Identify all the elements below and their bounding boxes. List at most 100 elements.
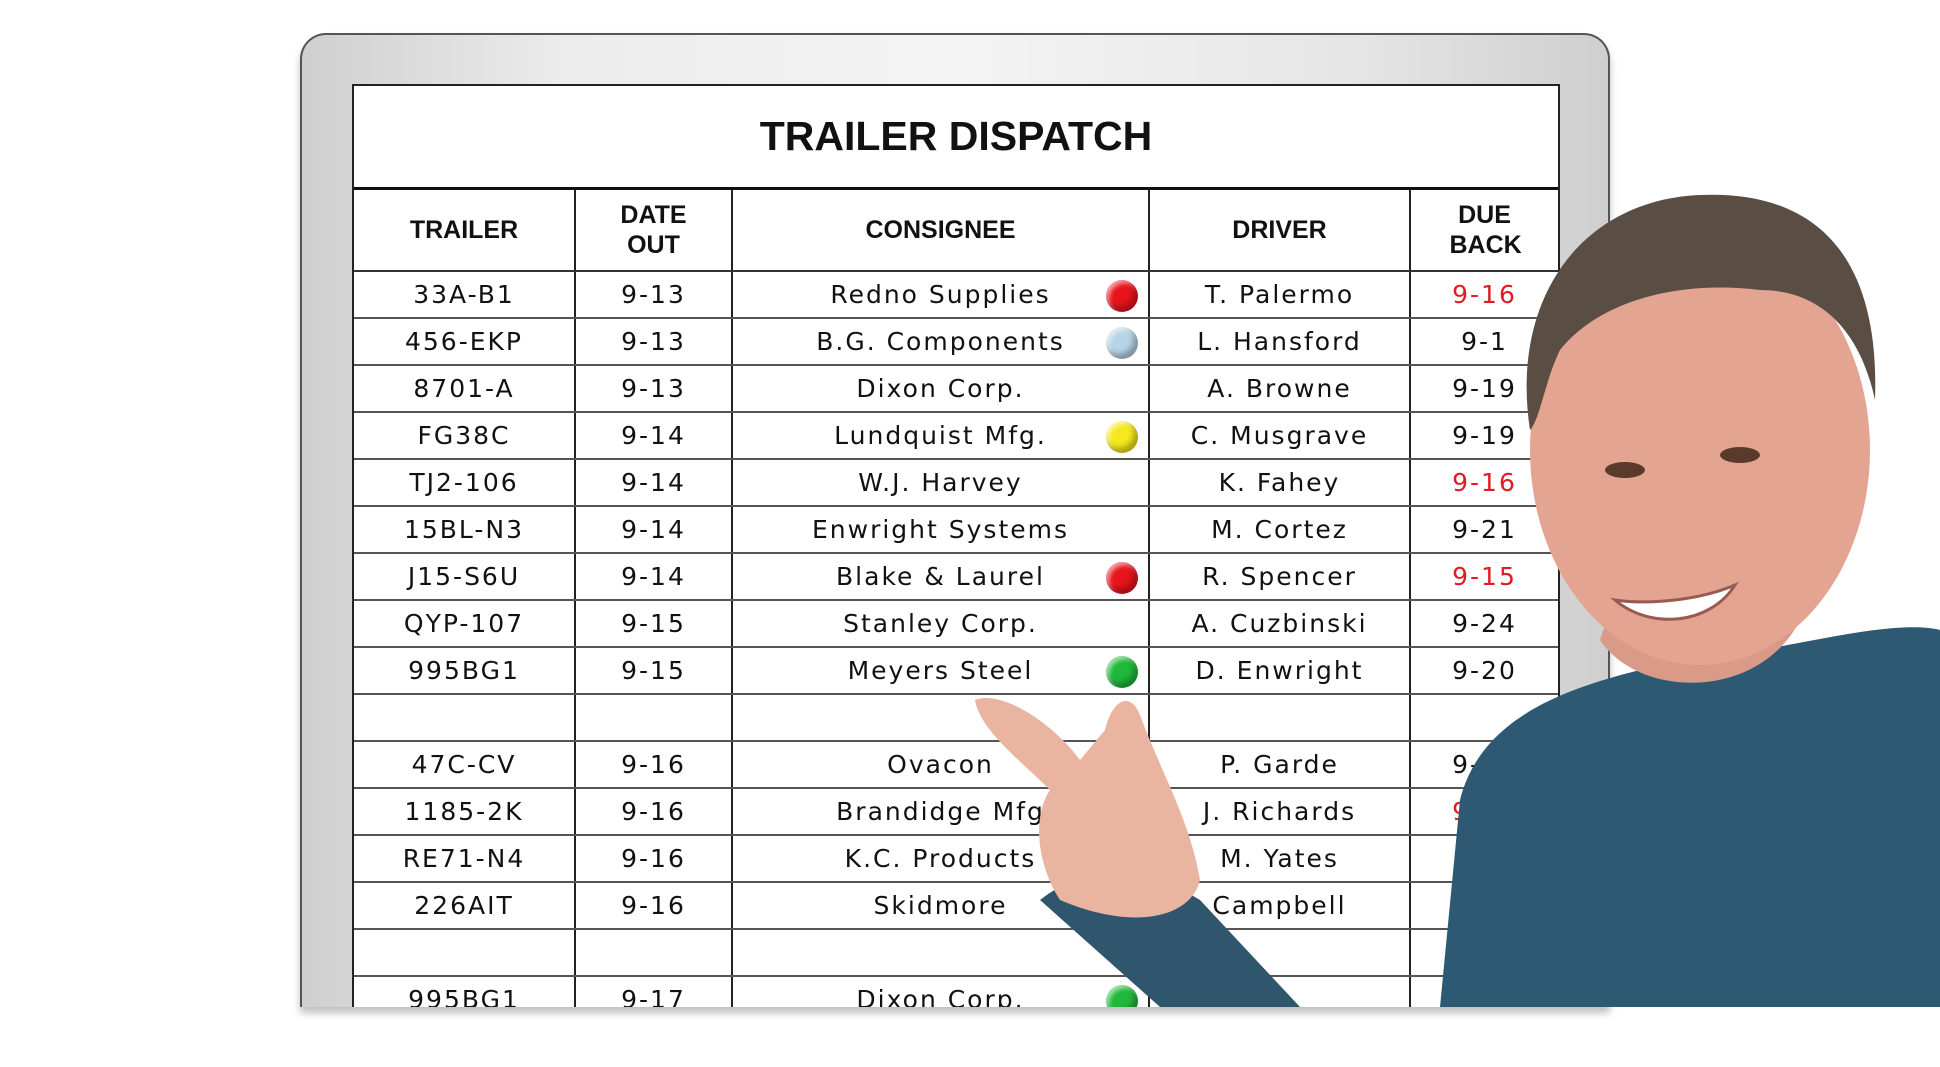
smile: [1610, 581, 1739, 621]
cell-due-back: 9-15: [1410, 553, 1558, 601]
cell-date-out: 9-14: [575, 553, 733, 601]
cell-due-back: 9-20: [1410, 647, 1558, 695]
date-out-text: 9-14: [621, 468, 686, 497]
date-out-text: 9-16: [621, 844, 686, 873]
driver-text: A. Cuzbinski: [1191, 609, 1368, 638]
col-date-out-label: DATE OUT: [620, 201, 687, 259]
status-magnet-icon[interactable]: [1106, 421, 1138, 453]
cell-trailer: J15-S6U: [354, 553, 576, 601]
cell-driver: A. Cuzbinski: [1149, 600, 1411, 648]
driver-text: M. Yates: [1220, 844, 1339, 873]
driver-text: M. Cortez: [1211, 515, 1348, 544]
cell-trailer: [354, 694, 576, 742]
consignee-text: Blake & Laurel: [836, 562, 1045, 591]
status-magnet-icon[interactable]: [1106, 280, 1138, 312]
cell-driver: J. Richards: [1149, 788, 1411, 836]
cell-date-out: 9-13: [575, 271, 733, 319]
cell-date-out: 9-16: [575, 882, 733, 930]
table-row: J15-S6U 9-14 Blake & Laurel R. Spencer 9-15: [354, 553, 1558, 601]
cell-date-out: 9-15: [575, 647, 733, 695]
cell-date-out: 9-13: [575, 318, 733, 366]
date-out-text: 9-13: [621, 374, 686, 403]
cell-consignee: [732, 694, 1150, 742]
cell-trailer: TJ2-106: [354, 459, 576, 507]
cell-consignee: Dixon Corp.: [732, 976, 1150, 1007]
date-out-text: 9-15: [621, 609, 686, 638]
cell-driver: K. Fahey: [1149, 459, 1411, 507]
status-magnet-icon[interactable]: [1106, 985, 1138, 1007]
cell-date-out: 9-14: [575, 506, 733, 554]
date-out-text: 9-13: [621, 280, 686, 309]
col-date-out: DATE OUT: [575, 190, 733, 272]
driver-text: L. Hansford: [1197, 327, 1362, 356]
col-driver: DRIVER: [1149, 190, 1411, 272]
status-magnet-icon[interactable]: [1106, 562, 1138, 594]
status-magnet-icon[interactable]: [1106, 327, 1138, 359]
table-row: 8701-A 9-13 Dixon Corp. A. Browne 9-19: [354, 365, 1558, 413]
cell-driver: [1149, 694, 1411, 742]
cell-trailer: 8701-A: [354, 365, 576, 413]
cell-date-out: 9-16: [575, 788, 733, 836]
due-back-text: 9-24: [1452, 609, 1517, 638]
trailer-text: 1185-2K: [404, 797, 524, 826]
trailer-text: 47C-CV: [411, 750, 517, 779]
date-out-text: 9-14: [621, 421, 686, 450]
table-row: 995BG1 9-15 Meyers Steel D. Enwright 9-20: [354, 647, 1558, 695]
cell-consignee: Dixon Corp.: [732, 365, 1150, 413]
status-magnet-icon[interactable]: [1106, 656, 1138, 688]
consignee-text: W.J. Harvey: [858, 468, 1023, 497]
eye-right: [1720, 447, 1760, 463]
driver-text: J. Richards: [1202, 797, 1357, 826]
cell-driver: T. Palermo: [1149, 271, 1411, 319]
cell-driver: R. Spencer: [1149, 553, 1411, 601]
cell-consignee: Meyers Steel: [732, 647, 1150, 695]
col-due-back: DUE BACK: [1410, 190, 1558, 272]
cell-trailer: QYP-107: [354, 600, 576, 648]
table-row: 33A-B1 9-13 Redno Supplies T. Palermo 9-16: [354, 271, 1558, 319]
cell-date-out: 9-15: [575, 600, 733, 648]
date-out-text: 9-17: [621, 985, 686, 1007]
trailer-text: 8701-A: [413, 374, 515, 403]
trailer-text: 995BG1: [408, 985, 520, 1007]
trailer-text: J15-S6U: [407, 562, 521, 591]
date-out-text: 9-15: [621, 656, 686, 685]
cell-trailer: 995BG1: [354, 976, 576, 1007]
trailer-text: RE71-N4: [402, 844, 526, 873]
driver-text: P. Garde: [1220, 750, 1339, 779]
trailer-text: 995BG1: [408, 656, 520, 685]
driver-text: R. Spencer: [1202, 562, 1357, 591]
cell-date-out: 9-16: [575, 835, 733, 883]
cell-date-out: 9-13: [575, 365, 733, 413]
cell-trailer: 226AIT: [354, 882, 576, 930]
cell-date-out: 9-16: [575, 741, 733, 789]
cell-date-out: 9-14: [575, 412, 733, 460]
trailer-text: FG38C: [417, 421, 511, 450]
cell-driver: A. Browne: [1149, 365, 1411, 413]
cell-trailer: FG38C: [354, 412, 576, 460]
board-title: TRAILER DISPATCH: [354, 86, 1558, 190]
consignee-text: Brandidge Mfg: [836, 797, 1045, 826]
date-out-text: 9-16: [621, 797, 686, 826]
due-back-text: 9-20: [1452, 656, 1517, 685]
cell-consignee: Redno Supplies: [732, 271, 1150, 319]
trailer-text: 456-EKP: [404, 327, 523, 356]
consignee-text: Dixon Corp.: [856, 985, 1025, 1007]
consignee-text: Meyers Steel: [847, 656, 1034, 685]
driver-text: K. Fahey: [1218, 468, 1341, 497]
consignee-text: Stanley Corp.: [843, 609, 1038, 638]
cell-consignee: Enwright Systems: [732, 506, 1150, 554]
due-back-text: 9-15: [1452, 562, 1517, 591]
driver-text: Campbell: [1212, 891, 1347, 920]
cell-date-out: [575, 694, 733, 742]
table-row: QYP-107 9-15 Stanley Corp. A. Cuzbinski 9-24: [354, 600, 1558, 648]
cell-driver: M. Cortez: [1149, 506, 1411, 554]
cell-trailer: RE71-N4: [354, 835, 576, 883]
cell-trailer: 15BL-N3: [354, 506, 576, 554]
cell-consignee: [732, 929, 1150, 977]
table-row: 15BL-N3 9-14 Enwright Systems M. Cortez 9-21: [354, 506, 1558, 554]
consignee-text: Dixon Corp.: [856, 374, 1025, 403]
table-row: [354, 694, 1558, 742]
cell-trailer: 33A-B1: [354, 271, 576, 319]
